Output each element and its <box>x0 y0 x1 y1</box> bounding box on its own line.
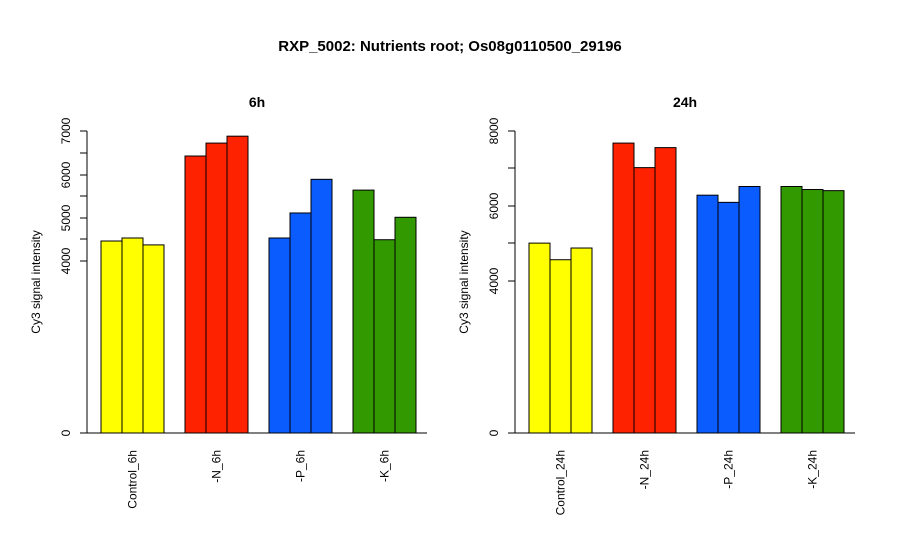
y-axis-label-0: Cy3 signal intensity <box>29 230 43 333</box>
bar-1-0-1 <box>549 259 572 434</box>
bar-1-0-2 <box>570 247 593 434</box>
bar-0-2-0 <box>268 237 291 434</box>
x-tick-label-0-2: -P_6h <box>294 450 308 482</box>
bar-0-2-1 <box>289 212 312 434</box>
y-tick-label-0-2: 5000 <box>59 204 73 231</box>
y-tick-label-0-3: 6000 <box>59 161 73 188</box>
chart-main-title: RXP_5002: Nutrients root; Os08g0110500_2… <box>278 38 622 55</box>
bar-0-3-1 <box>373 239 396 434</box>
bar-1-2-0 <box>696 194 719 434</box>
bar-1-3-1 <box>801 189 824 434</box>
bar-1-1-2 <box>654 147 677 434</box>
bar-0-1-0 <box>184 155 207 434</box>
bar-1-2-1 <box>717 201 740 434</box>
bar-0-1-2 <box>226 135 249 434</box>
x-tick-label-1-3: -K_24h <box>806 450 820 489</box>
y-tick-label-0-4: 7000 <box>59 117 73 144</box>
x-tick-label-0-3: -K_6h <box>378 450 392 482</box>
x-tick-label-0-0: Control_6h <box>126 450 140 509</box>
bar-1-3-2 <box>822 190 845 434</box>
x-tick-label-1-0: Control_24h <box>554 450 568 515</box>
y-tick-label-1-0: 0 <box>487 429 501 436</box>
y-tick-label-0-1: 4000 <box>59 247 73 274</box>
bar-0-3-2 <box>394 216 417 434</box>
bar-0-0-2 <box>142 244 165 434</box>
y-tick-label-0-0: 0 <box>59 429 73 436</box>
bar-1-0-0 <box>528 242 551 434</box>
bar-1-2-2 <box>738 185 761 434</box>
x-tick-label-0-1: -N_6h <box>210 450 224 483</box>
x-tick-label-1-1: -N_24h <box>638 450 652 489</box>
panel-title-1: 24h <box>673 94 697 110</box>
bar-0-2-2 <box>310 178 333 434</box>
bar-1-1-1 <box>633 167 656 434</box>
y-tick-label-1-2: 6000 <box>487 192 501 219</box>
panel-title-0: 6h <box>249 94 265 110</box>
bar-1-3-0 <box>780 185 803 434</box>
y-tick-label-1-1: 4000 <box>487 267 501 294</box>
bar-1-1-0 <box>612 142 635 434</box>
bar-0-0-1 <box>121 237 144 434</box>
bar-0-3-0 <box>352 189 375 434</box>
y-axis-label-1: Cy3 signal intensity <box>457 230 471 333</box>
bar-0-1-1 <box>205 142 228 434</box>
y-tick-label-1-3: 8000 <box>487 117 501 144</box>
bar-0-0-0 <box>100 240 123 434</box>
x-tick-label-1-2: -P_24h <box>722 450 736 489</box>
